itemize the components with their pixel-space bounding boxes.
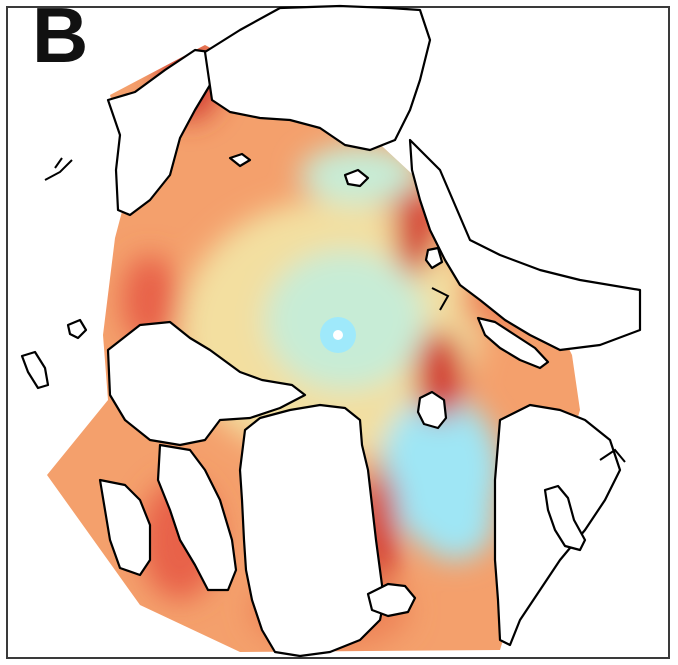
franz-josef-land — [424, 246, 444, 270]
wrangel-island — [228, 152, 252, 168]
iceland — [366, 582, 417, 618]
norway-fjord-line — [599, 448, 626, 463]
greenland-landmass — [238, 403, 386, 658]
canadian-archipelago — [106, 320, 307, 447]
new-siberian-islands — [343, 168, 370, 188]
laptev-coast — [408, 138, 642, 352]
coastline-details — [44, 157, 626, 463]
barents-line — [431, 287, 450, 311]
svalbard — [416, 390, 448, 430]
labrador-coast — [98, 478, 152, 577]
panel-label: B — [32, 0, 89, 79]
british-isles — [543, 484, 587, 552]
norwegian-sea-blue-region — [415, 480, 495, 560]
small-island-west — [66, 318, 88, 340]
alaska-inlet-line — [44, 159, 73, 181]
small-island-aleutian — [20, 350, 50, 390]
alaska-coast — [106, 48, 212, 217]
chukotka-line — [54, 157, 63, 169]
novaya-zemlya — [476, 316, 550, 370]
land-layer — [20, 4, 642, 658]
baffin-island — [156, 443, 238, 592]
siberian-coast — [203, 4, 432, 152]
pole-center — [333, 330, 343, 340]
